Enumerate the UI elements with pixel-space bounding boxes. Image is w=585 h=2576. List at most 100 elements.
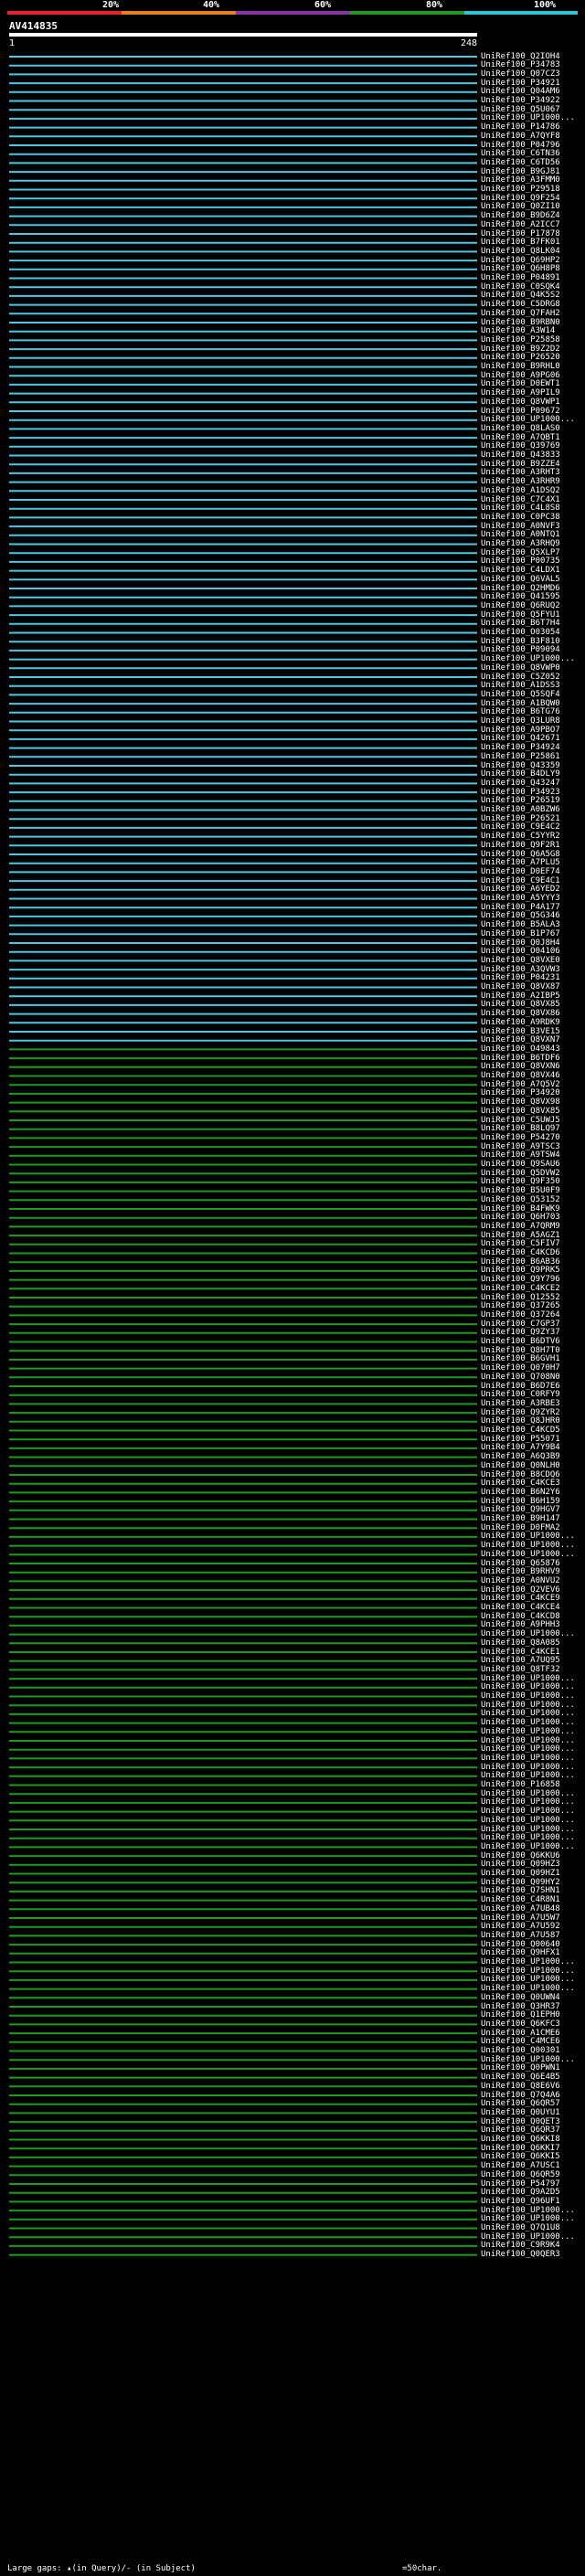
hit-label[interactable]: UniRef100_UP1000... <box>481 1726 575 1736</box>
hit-label[interactable]: UniRef100_B9H147 <box>481 1514 560 1523</box>
hit-label[interactable]: UniRef100_UP1000... <box>481 1984 575 1994</box>
hit-label[interactable]: UniRef100_C5Z052 <box>481 672 560 682</box>
hit-label[interactable]: UniRef100_C9R9K4 <box>481 2241 560 2251</box>
hit-label[interactable]: UniRef100_P09094 <box>481 645 560 655</box>
hit-label[interactable]: UniRef100_A7U587 <box>481 1930 560 1940</box>
hit-label[interactable]: UniRef100_UP1000... <box>481 1975 575 1985</box>
hit-label[interactable]: UniRef100_A6YED2 <box>481 885 560 895</box>
hit-label[interactable]: UniRef100_B9RHL0 <box>481 362 560 371</box>
hit-label[interactable]: UniRef100_A9PHH3 <box>481 1620 560 1630</box>
hit-label[interactable]: UniRef100_Q9HFX1 <box>481 1948 560 1958</box>
hit-label[interactable]: UniRef100_B5ALA3 <box>481 920 560 930</box>
hit-label[interactable]: UniRef100_B1P767 <box>481 928 560 938</box>
hit-label[interactable]: UniRef100_UP1000... <box>481 2205 575 2215</box>
hit-label[interactable]: UniRef100_Q41595 <box>481 592 560 602</box>
hit-label[interactable]: UniRef100_B8CDQ6 <box>481 1469 560 1479</box>
hit-label[interactable]: UniRef100_A3FMM0 <box>481 175 560 186</box>
hit-label[interactable]: UniRef100_A9TSW4 <box>481 1150 560 1161</box>
hit-label[interactable]: UniRef100_A7PLU5 <box>481 858 560 868</box>
hit-label[interactable]: UniRef100_B6H159 <box>481 1496 560 1506</box>
hit-label[interactable]: UniRef100_B6GVH1 <box>481 1354 560 1364</box>
hit-label[interactable]: UniRef100_UP1000... <box>481 113 575 123</box>
hit-label[interactable]: UniRef100_Q0J8H4 <box>481 938 560 948</box>
hit-label[interactable]: UniRef100_A9PG06 <box>481 370 560 380</box>
hit-label[interactable]: UniRef100_C4KCE9 <box>481 1594 560 1604</box>
hit-label[interactable]: UniRef100_Q6VAL5 <box>481 574 560 584</box>
hit-label[interactable]: UniRef100_A1BQW0 <box>481 698 560 708</box>
hit-label[interactable]: UniRef100_UP1000... <box>481 1718 575 1728</box>
hit-label[interactable]: UniRef100_C4L8S8 <box>481 504 560 514</box>
hit-label[interactable]: UniRef100_Q7Q1U8 <box>481 2223 560 2232</box>
hit-label[interactable]: UniRef100_P29518 <box>481 185 560 194</box>
hit-label[interactable]: UniRef100_C0SQK4 <box>481 281 560 292</box>
hit-label[interactable]: UniRef100_Q3LUR8 <box>481 716 560 726</box>
hit-label[interactable]: UniRef100_Q7Q4A6 <box>481 2090 560 2100</box>
hit-label[interactable]: UniRef100_A9RDK9 <box>481 1017 560 1027</box>
hit-label[interactable]: UniRef100_P34924 <box>481 743 560 753</box>
hit-label[interactable]: UniRef100_Q5SQF4 <box>481 689 560 699</box>
hit-label[interactable]: UniRef100_P09672 <box>481 406 560 416</box>
hit-label[interactable]: UniRef100_C7GP37 <box>481 1319 560 1329</box>
hit-label[interactable]: UniRef100_Q09HZ3 <box>481 1860 560 1870</box>
hit-label[interactable]: UniRef100_B6DTV6 <box>481 1337 560 1346</box>
hit-label[interactable]: UniRef100_Q9HGV7 <box>481 1505 560 1515</box>
hit-label[interactable]: UniRef100_C6TN36 <box>481 149 560 159</box>
hit-label[interactable]: UniRef100_Q9SAU6 <box>481 1160 560 1169</box>
hit-label[interactable]: UniRef100_A7QBT1 <box>481 432 560 442</box>
hit-label[interactable]: UniRef100_Q0QET3 <box>481 2116 560 2126</box>
hit-label[interactable]: UniRef100_Q5G346 <box>481 911 560 921</box>
hit-label[interactable]: UniRef100_C4KCE2 <box>481 1283 560 1293</box>
hit-label[interactable]: UniRef100_Q04AM6 <box>481 87 560 97</box>
hit-label[interactable]: UniRef100_Q5XLP7 <box>481 547 560 557</box>
hit-label[interactable]: UniRef100_Q8LK04 <box>481 246 560 256</box>
hit-label[interactable]: UniRef100_Q8VXN7 <box>481 1035 560 1045</box>
hit-label[interactable]: UniRef100_Q9PRK5 <box>481 1266 560 1276</box>
hit-label[interactable]: UniRef100_Q69HP2 <box>481 255 560 265</box>
hit-label[interactable]: UniRef100_C4R8N1 <box>481 1895 560 1905</box>
hit-label[interactable]: UniRef100_A7UB48 <box>481 1903 560 1913</box>
hit-label[interactable]: UniRef100_Q0NLH0 <box>481 1460 560 1470</box>
hit-label[interactable]: UniRef100_B9D6Z4 <box>481 211 560 221</box>
hit-label[interactable]: UniRef100_D0FMA2 <box>481 1522 560 1532</box>
hit-label[interactable]: UniRef100_B3VE15 <box>481 1026 560 1036</box>
hit-label[interactable]: UniRef100_Q65876 <box>481 1558 560 1568</box>
hit-label[interactable]: UniRef100_Q6QR57 <box>481 2099 560 2109</box>
hit-label[interactable]: UniRef100_A3RHQ9 <box>481 539 560 548</box>
hit-label[interactable]: UniRef100_Q5FYU1 <box>481 610 560 620</box>
hit-label[interactable]: UniRef100_B4FWK9 <box>481 1203 560 1214</box>
hit-label[interactable]: UniRef100_P54797 <box>481 2178 560 2189</box>
hit-label[interactable]: UniRef100_B6TDF6 <box>481 1053 560 1063</box>
hit-label[interactable]: UniRef100_D0EF74 <box>481 866 560 876</box>
hit-label[interactable]: UniRef100_A9PIL9 <box>481 388 560 398</box>
hit-label[interactable]: UniRef100_Q0ZI10 <box>481 202 560 212</box>
hit-label[interactable]: UniRef100_A6Q3B9 <box>481 1452 560 1462</box>
hit-label[interactable]: UniRef100_Q9Y796 <box>481 1275 560 1285</box>
hit-label[interactable]: UniRef100_Q53152 <box>481 1194 560 1204</box>
hit-label[interactable]: UniRef100_A3W14 <box>481 326 556 336</box>
hit-label[interactable]: UniRef100_C4KCD8 <box>481 1611 560 1621</box>
hit-label[interactable]: UniRef100_P04231 <box>481 973 560 983</box>
hit-label[interactable]: UniRef100_Q0PWN1 <box>481 2063 560 2073</box>
hit-label[interactable]: UniRef100_A2IBP5 <box>481 991 560 1001</box>
hit-label[interactable]: UniRef100_Q2VEV6 <box>481 1585 560 1595</box>
hit-label[interactable]: UniRef100_Q8LAS0 <box>481 423 560 433</box>
hit-label[interactable]: UniRef100_Q9F254 <box>481 193 560 203</box>
hit-label[interactable]: UniRef100_A7QYF8 <box>481 131 560 141</box>
hit-label[interactable]: UniRef100_A1DSQ2 <box>481 485 560 495</box>
hit-label[interactable]: UniRef100_UP1000... <box>481 1833 575 1843</box>
hit-label[interactable]: UniRef100_Q43247 <box>481 778 560 788</box>
hit-label[interactable]: UniRef100_A7QRM9 <box>481 1221 560 1231</box>
hit-label[interactable]: UniRef100_Q0UWN4 <box>481 1992 560 2002</box>
hit-label[interactable]: UniRef100_B4DLY9 <box>481 769 560 779</box>
hit-label[interactable]: UniRef100_B9Z2D2 <box>481 344 560 354</box>
hit-label[interactable]: UniRef100_C4LDX1 <box>481 566 560 576</box>
hit-label[interactable]: UniRef100_UP1000... <box>481 1966 575 1976</box>
hit-label[interactable]: UniRef100_Q3HR37 <box>481 2001 560 2011</box>
hit-label[interactable]: UniRef100_C5UWJ5 <box>481 1115 560 1125</box>
hit-label[interactable]: UniRef100_Q5U067 <box>481 104 560 114</box>
hit-label[interactable]: UniRef100_O49843 <box>481 1044 560 1054</box>
hit-label[interactable]: UniRef100_UP1000... <box>481 2214 575 2224</box>
hit-label[interactable]: UniRef100_P34920 <box>481 1088 560 1098</box>
hit-label[interactable]: UniRef100_P25861 <box>481 751 560 761</box>
hit-label[interactable]: UniRef100_A3QVW3 <box>481 964 560 974</box>
